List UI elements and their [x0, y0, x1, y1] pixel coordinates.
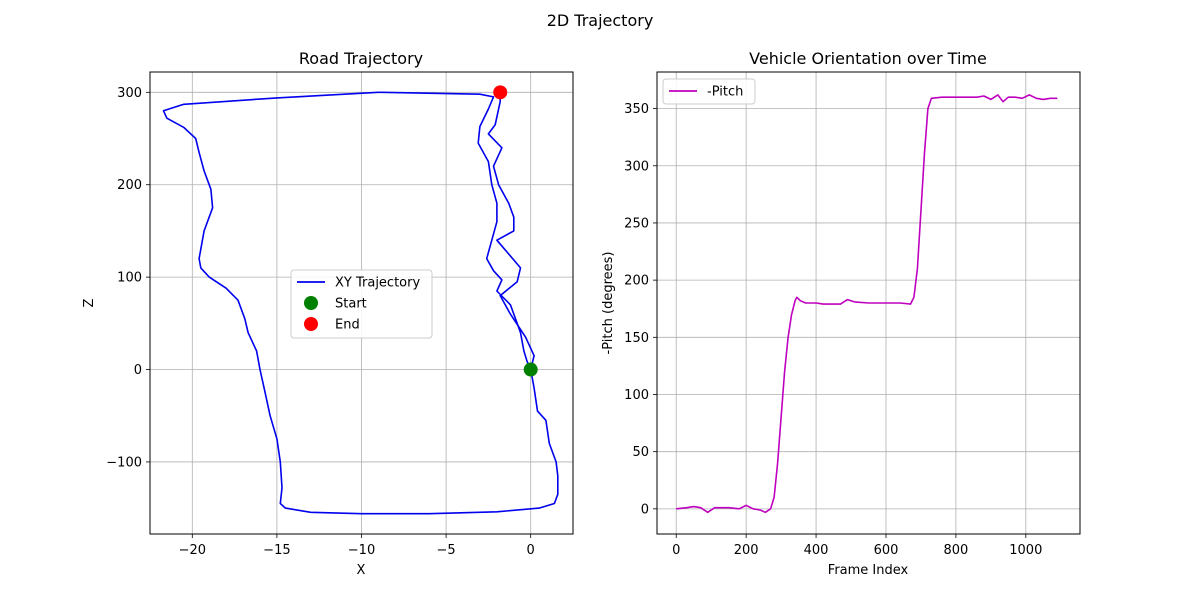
- orientation-xtick-label: 200: [734, 543, 759, 558]
- road-trajectory-ytick-label: 0: [134, 363, 142, 378]
- road-trajectory-title: Road Trajectory: [299, 49, 423, 68]
- orientation-legend: -Pitch: [662, 78, 756, 105]
- road-trajectory-ytick-label: 100: [117, 271, 142, 286]
- orientation-xtick-label: 400: [804, 543, 829, 558]
- orientation-ytick-label: 50: [632, 445, 649, 460]
- orientation-ytick-label: 350: [624, 102, 649, 117]
- orientation-legend-label: -Pitch: [707, 85, 743, 100]
- road-trajectory-xtick-label: 0: [527, 543, 535, 558]
- orientation-grid: [657, 72, 1080, 534]
- orientation-ytick-label: 200: [624, 274, 649, 289]
- orientation-frame: [656, 71, 1081, 535]
- orientation-ytick-label: 250: [624, 216, 649, 231]
- orientation-ticks: 0 200 400 600 800 1000 0 50 100 150 200 250 300 350: [624, 102, 1042, 558]
- road-trajectory-series-line-1: [487, 92, 535, 370]
- road-trajectory-xtick-label: −15: [263, 543, 290, 558]
- orientation-ytick-label: 0: [641, 502, 649, 517]
- orientation-axes: Vehicle Orientation over Time 0 200 400 600…: [601, 49, 1081, 578]
- orientation-xtick-label: 1000: [1009, 543, 1042, 558]
- orientation-title: Vehicle Orientation over Time: [749, 49, 987, 68]
- orientation-legend-box: [662, 78, 756, 105]
- orientation-ytick-label: 150: [624, 331, 649, 346]
- orientation-xlabel: Frame Index: [828, 563, 909, 578]
- orientation-series: [676, 94, 1058, 514]
- road-trajectory-legend-box: [290, 269, 433, 339]
- orientation-xtick-label: 800: [943, 543, 968, 558]
- orientation-series-line-0: [676, 94, 1058, 514]
- road-trajectory-ytick-label: −100: [106, 455, 142, 470]
- road-trajectory-start-marker: [523, 362, 538, 377]
- orientation-xtick-label: 0: [672, 543, 680, 558]
- road-trajectory-legend-label: End: [335, 318, 360, 333]
- orientation-xtick-label: 600: [874, 543, 899, 558]
- road-trajectory-xtick-label: −20: [179, 543, 206, 558]
- orientation-ytick-label: 100: [624, 388, 649, 403]
- road-trajectory-legend-marker-swatch: [304, 317, 318, 331]
- road-trajectory-series: [162, 85, 559, 515]
- road-trajectory-ytick-label: 300: [117, 86, 142, 101]
- road-trajectory-xtick-label: −10: [348, 543, 375, 558]
- road-trajectory-series-line-0: [162, 91, 559, 515]
- road-trajectory-xlabel: X: [357, 563, 366, 578]
- road-trajectory-end-marker: [493, 85, 508, 100]
- road-trajectory-ticks: −20 −15 −10 −5 0 −100 0 100 200 300: [106, 86, 535, 558]
- road-trajectory-ylabel: Z: [82, 298, 97, 307]
- road-trajectory-xtick-label: −5: [437, 543, 456, 558]
- road-trajectory-legend-label: Start: [335, 297, 367, 312]
- figure-title: 2D Trajectory: [547, 11, 654, 30]
- road-trajectory-legend-marker-swatch: [304, 296, 318, 310]
- road-trajectory-legend: XY Trajectory Start End: [290, 269, 433, 339]
- road-trajectory-axes: Road Trajectory −20 −15 −10 −5 0 −100 0 100 200 3…: [82, 49, 574, 578]
- orientation-ylabel: -Pitch (degrees): [601, 252, 616, 355]
- road-trajectory-legend-label: XY Trajectory: [335, 276, 420, 291]
- orientation-ytick-label: 300: [624, 159, 649, 174]
- road-trajectory-ytick-label: 200: [117, 178, 142, 193]
